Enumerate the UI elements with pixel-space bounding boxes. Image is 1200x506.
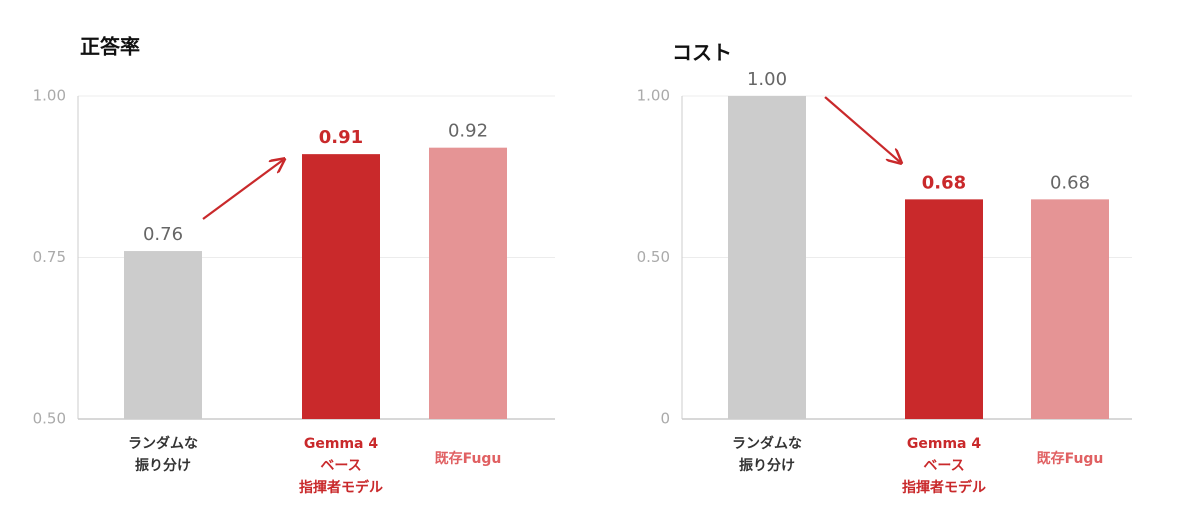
y-tick-label: 1.00	[637, 87, 670, 105]
bar	[905, 199, 983, 419]
chart-title: 正答率	[80, 35, 140, 59]
bar	[429, 147, 507, 419]
bar	[728, 96, 806, 419]
y-tick-label: 1.00	[33, 87, 66, 105]
x-tick-label: Gemma 4 ベース指揮者モデル	[299, 436, 383, 496]
x-tick-label: 既存Fugu	[1037, 450, 1104, 467]
y-tick-label: 0.50	[637, 248, 670, 266]
x-tick-label: ランダムな振り分け	[128, 435, 198, 474]
bar	[124, 251, 202, 419]
value-label: 1.00	[747, 69, 787, 90]
arrow	[824, 96, 900, 162]
value-label: 0.91	[319, 127, 363, 148]
y-tick-label: 0.75	[33, 248, 66, 266]
value-label: 0.92	[448, 121, 488, 142]
y-tick-label: 0	[660, 410, 670, 428]
arrow	[202, 160, 283, 220]
value-label: 0.68	[922, 172, 966, 193]
x-tick-label: ランダムな振り分け	[732, 435, 802, 474]
value-label: 0.76	[143, 224, 183, 245]
bar	[1031, 199, 1109, 419]
chart-title: コスト	[672, 41, 732, 65]
x-tick-label: Gemma 4 ベース指揮者モデル	[902, 436, 986, 496]
value-label: 0.68	[1050, 172, 1090, 193]
x-tick-label: 既存Fugu	[435, 450, 502, 467]
y-tick-label: 0.50	[33, 410, 66, 428]
bar	[302, 154, 380, 419]
